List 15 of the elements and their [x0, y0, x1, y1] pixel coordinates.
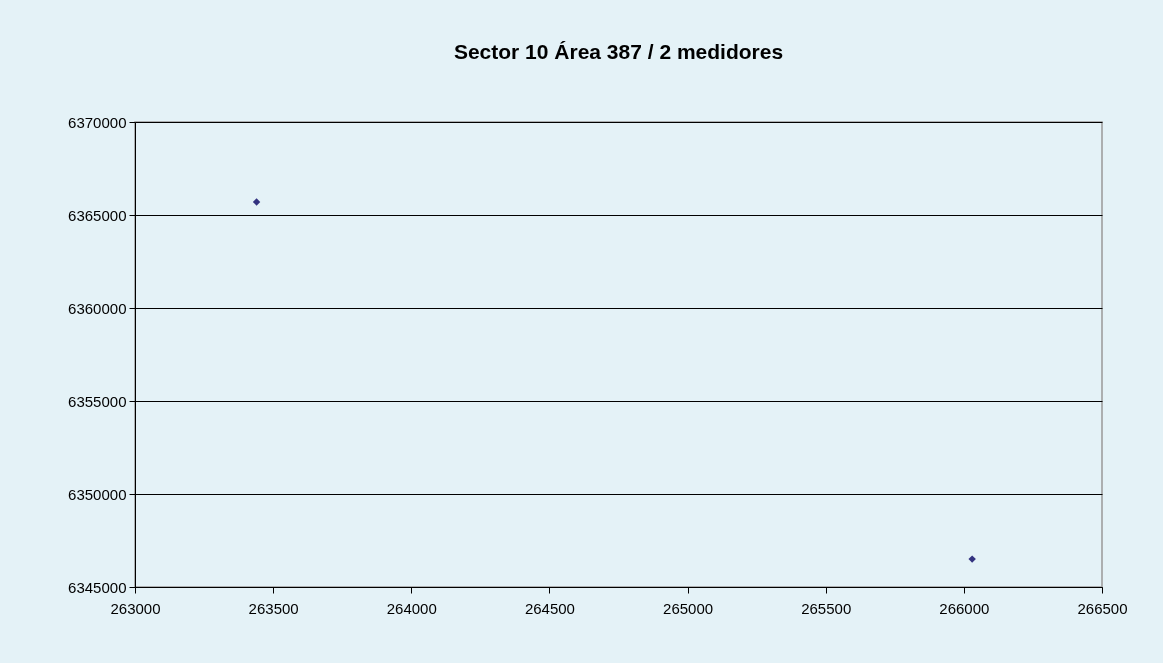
y-tick-label: 6360000	[68, 299, 127, 317]
x-tick-label: 264000	[386, 599, 437, 617]
y-tick-label: 6365000	[68, 206, 127, 224]
chart-title: Sector 10 Área 387 / 2 medidores	[453, 40, 784, 63]
y-tick-label: 6345000	[68, 578, 127, 596]
x-tick-label: 263000	[110, 599, 161, 617]
y-tick-label: 6350000	[68, 485, 127, 503]
y-tick-label: 6355000	[68, 392, 127, 410]
y-tick-label: 6370000	[68, 113, 127, 131]
x-tick-label: 264500	[524, 599, 575, 617]
x-tick-label: 266000	[939, 599, 990, 617]
x-tick-label: 265500	[801, 599, 852, 617]
x-tick-label: 265000	[663, 599, 714, 617]
x-tick-label: 263500	[248, 599, 299, 617]
x-tick-label: 266500	[1077, 599, 1128, 617]
